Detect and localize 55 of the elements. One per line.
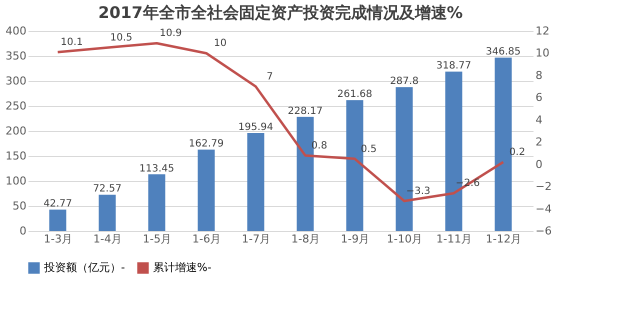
y2-tick-label: 6 <box>536 91 542 104</box>
x-tick-label: 1-10月 <box>386 232 423 246</box>
y2-tick-label: −2 <box>536 180 552 194</box>
y2-tick-label: 10 <box>536 46 550 60</box>
data-label: 346.85 <box>486 46 521 58</box>
y2-tick-label: 0 <box>536 158 542 171</box>
legend-label: 累计增速%- <box>153 261 212 274</box>
y2-tick-label: 2 <box>536 136 542 149</box>
data-label: 10.1 <box>60 37 83 48</box>
x-tick-label: 1-11月 <box>436 232 472 246</box>
data-label: 318.77 <box>436 60 472 72</box>
x-tick-label: 1-4月 <box>93 232 122 246</box>
x-tick-label: 1-3月 <box>44 232 73 246</box>
data-label: 162.79 <box>188 138 224 150</box>
data-label: 10 <box>214 38 227 50</box>
data-label: 42.77 <box>43 198 72 210</box>
y2-tick-label: −4 <box>536 202 552 216</box>
x-tick-label: 1-9月 <box>340 232 370 246</box>
x-tick-label: 1-6月 <box>192 232 222 246</box>
bar <box>98 194 116 231</box>
data-label: 261.68 <box>337 89 372 100</box>
y-tick-label: 300 <box>6 74 26 88</box>
y-tick-label: 0 <box>20 224 26 238</box>
bar <box>296 116 314 231</box>
chart-title: 2017年全市全社会固定资产投资完成情况及增速% <box>98 3 463 22</box>
y-tick-label: 100 <box>6 174 26 188</box>
y-tick-label: 50 <box>12 200 26 212</box>
y-tick-label: 350 <box>6 50 26 62</box>
y-tick-label: 150 <box>6 150 26 162</box>
bar <box>148 174 166 231</box>
x-tick-label: 1-12月 <box>486 232 522 246</box>
y-tick-label: 250 <box>6 100 26 112</box>
bar <box>49 210 66 231</box>
bar <box>247 133 264 231</box>
x-tick-label: 1-5月 <box>142 232 172 246</box>
data-label: 10.5 <box>110 32 132 44</box>
x-tick-label: 1-7月 <box>242 232 271 246</box>
y-tick-label: 400 <box>6 24 26 38</box>
bar <box>494 58 512 231</box>
data-label: 10.9 <box>160 28 182 40</box>
y2-tick-label: 8 <box>536 68 542 82</box>
y2-tick-label: −6 <box>536 224 552 238</box>
data-label: 228.17 <box>288 106 323 117</box>
data-label: 7 <box>266 72 273 83</box>
data-label: 113.45 <box>139 163 174 174</box>
data-label: 72.57 <box>92 184 122 195</box>
data-label: 287.8 <box>390 76 419 88</box>
bar <box>346 100 364 231</box>
bar <box>198 150 215 231</box>
x-tick-label: 1-8月 <box>291 232 320 246</box>
data-label: 195.94 <box>238 122 274 134</box>
y2-tick-label: 12 <box>536 24 550 38</box>
legend-label: 投资额（亿元）- <box>43 261 125 274</box>
y2-tick-label: 4 <box>536 113 542 126</box>
y-tick-label: 200 <box>6 124 26 138</box>
